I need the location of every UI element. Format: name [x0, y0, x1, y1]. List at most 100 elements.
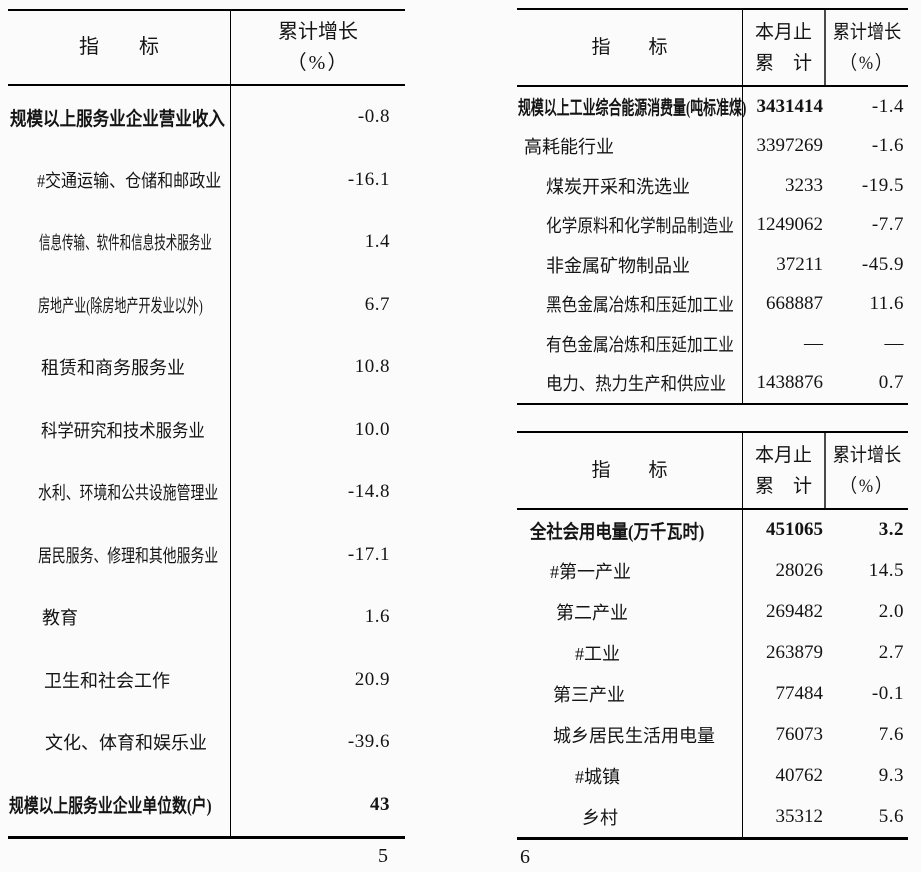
row-label-cell: #第一产业: [517, 550, 743, 592]
row-value: -16.1: [347, 168, 390, 190]
energy-consumption-table: 指 标 本月止 累 计 累计增长 （%） 规模以上工业综合能源消费量(吨标准煤)…: [517, 8, 908, 405]
row-label-cell: 规模以上服务业企业营业收入: [8, 86, 231, 149]
row-cumulative: 3397269: [756, 135, 824, 157]
electricity-usage-table: 指 标 本月止 累 计 累计增长 （%） 全社会用电量(万千瓦时) 451065…: [517, 431, 908, 840]
row-growth: -0.1: [871, 682, 904, 704]
row-cumulative: 1438876: [756, 372, 824, 394]
row-label: 信息传输、软件和信息技术服务业: [39, 233, 212, 254]
row-growth: -1.6: [871, 135, 904, 157]
row-value: 10.8: [354, 356, 390, 378]
table-row: 教育 1.6: [8, 586, 405, 649]
row-label-cell: #工业: [517, 632, 743, 674]
table-row: 租赁和商务服务业 10.8: [8, 336, 405, 399]
table-row: 高耗能行业 3397269 -1.6: [517, 126, 908, 166]
table-header: 指 标 累计增长 （%）: [8, 11, 405, 86]
row-label-cell: 第二产业: [517, 591, 743, 633]
row-label-cell: 规模以上服务业企业单位数(户): [8, 773, 231, 836]
table-row: 有色金属冶炼和压延加工业 — —: [517, 324, 908, 364]
row-label: 教育: [42, 608, 78, 629]
table-row: 第二产业 269482 2.0: [517, 591, 908, 633]
row-growth: 2.0: [878, 601, 904, 623]
row-growth: -7.7: [871, 214, 904, 236]
header-label: 本月止: [754, 444, 812, 466]
table-body: 规模以上服务业企业营业收入 -0.8 #交通运输、仓储和邮政业 -16.1 信息…: [8, 86, 405, 836]
table-row: #交通运输、仓储和邮政业 -16.1: [8, 148, 405, 211]
row-label-cell: 租赁和商务服务业: [8, 336, 231, 399]
table-row: 城乡居民生活用电量 76073 7.6: [517, 714, 908, 756]
growth-column-header: 累计增长 （%）: [826, 433, 908, 508]
row-label: 黑色金属冶炼和压延加工业: [546, 295, 734, 316]
header-label: 本月止: [754, 21, 812, 43]
row-label: 有色金属冶炼和压延加工业: [546, 334, 734, 355]
row-cumulative: 37211: [776, 253, 823, 275]
row-cumulative: 76073: [775, 723, 824, 745]
table-row: 第三产业 77484 -0.1: [517, 673, 908, 715]
header-unit: （%）: [840, 52, 894, 74]
row-label: 文化、体育和娱乐业: [45, 733, 207, 754]
table-row: 电力、热力生产和供应业 1438876 0.7: [517, 363, 908, 403]
row-label: 水利、环境和公共设施管理业: [38, 483, 219, 504]
table-row: 水利、环境和公共设施管理业 -14.8: [8, 461, 405, 524]
header-unit: （%）: [840, 475, 894, 497]
row-growth: -1.4: [871, 95, 904, 117]
row-growth: 2.7: [878, 642, 904, 664]
row-cumulative: 77484: [775, 682, 824, 704]
row-growth: 14.5: [868, 560, 904, 582]
table-header: 指 标 本月止 累 计 累计增长 （%）: [517, 10, 908, 87]
table-row: 规模以上服务业企业营业收入 -0.8: [8, 86, 405, 149]
row-label-cell: 化学原料和化学制品制造业: [517, 205, 743, 245]
row-label: 第二产业: [556, 603, 628, 624]
table-body: 全社会用电量(万千瓦时) 451065 3.2 #第一产业 28026 14.5…: [517, 510, 908, 837]
table-row: 规模以上工业综合能源消费量(吨标准煤) 3431414 -1.4: [517, 87, 908, 127]
row-label-cell: 有色金属冶炼和压延加工业: [517, 324, 743, 364]
row-growth: 3.2: [878, 519, 904, 541]
header-label: 指 标: [591, 37, 668, 58]
table-row: 乡村 35312 5.6: [517, 796, 908, 837]
table-row: 非金属矿物制品业 37211 -45.9: [517, 245, 908, 285]
row-value: 20.9: [354, 668, 390, 690]
row-growth: 0.7: [878, 372, 904, 394]
row-label-cell: 居民服务、修理和其他服务业: [8, 523, 231, 586]
row-label: 租赁和商务服务业: [41, 358, 185, 379]
row-value: 1.4: [364, 231, 390, 253]
header-label: 累 计: [754, 475, 812, 497]
row-label: 化学原料和化学制品制造业: [546, 216, 734, 237]
row-label: 居民服务、修理和其他服务业: [38, 545, 219, 566]
row-label: #第一产业: [550, 562, 631, 583]
row-growth: 7.6: [878, 723, 904, 745]
table-row: 全社会用电量(万千瓦时) 451065 3.2: [517, 510, 908, 551]
row-label: 电力、热力生产和供应业: [546, 374, 727, 395]
table-row: 化学原料和化学制品制造业 1249062 -7.7: [517, 205, 908, 245]
table-row: #第一产业 28026 14.5: [517, 550, 908, 592]
row-cumulative: 1249062: [756, 214, 824, 236]
row-label-cell: #城镇: [517, 755, 743, 797]
table-row: 黑色金属冶炼和压延加工业 668887 11.6: [517, 284, 908, 324]
row-label-cell: 文化、体育和娱乐业: [8, 711, 231, 774]
row-growth: -19.5: [861, 174, 904, 196]
header-label: 累计增长: [278, 20, 358, 43]
row-growth: 5.6: [878, 805, 904, 827]
row-cumulative: 263879: [766, 642, 823, 664]
row-label-cell: 第三产业: [517, 673, 743, 715]
page-number-5: 5: [378, 845, 388, 867]
row-cumulative: 269482: [766, 601, 823, 623]
row-value: -14.8: [347, 481, 390, 503]
row-growth: -45.9: [861, 253, 904, 275]
row-label-cell: 信息传输、软件和信息技术服务业: [8, 211, 231, 274]
row-label: 全社会用电量(万千瓦时): [530, 521, 705, 543]
row-cumulative: —: [804, 332, 823, 354]
row-label-cell: 高耗能行业: [517, 126, 743, 166]
row-label-cell: 科学研究和技术服务业: [8, 398, 231, 461]
row-label-cell: #交通运输、仓储和邮政业: [8, 148, 231, 211]
row-label-cell: 非金属矿物制品业: [517, 245, 743, 285]
row-label: 规模以上工业综合能源消费量(吨标准煤): [518, 98, 747, 120]
table-body: 规模以上工业综合能源消费量(吨标准煤) 3431414 -1.4 高耗能行业 3…: [517, 87, 908, 403]
row-label-cell: 乡村: [517, 796, 743, 837]
row-growth: —: [884, 332, 904, 354]
header-label: 指 标: [591, 460, 668, 481]
row-value: 1.6: [364, 606, 390, 628]
indicator-column-header: 指 标: [517, 433, 743, 508]
row-value: 10.0: [354, 418, 390, 440]
table-row: 规模以上服务业企业单位数(户) 43: [8, 773, 405, 836]
cumulative-column-header: 本月止 累 计: [743, 10, 826, 85]
